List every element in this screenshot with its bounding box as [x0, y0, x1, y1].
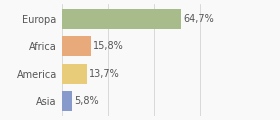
Text: 15,8%: 15,8%: [93, 41, 124, 51]
Bar: [62, 36, 91, 56]
Text: 64,7%: 64,7%: [183, 14, 214, 24]
Bar: [62, 9, 181, 29]
Bar: [62, 64, 87, 84]
Text: 13,7%: 13,7%: [89, 69, 120, 79]
Bar: [62, 91, 72, 111]
Text: 5,8%: 5,8%: [74, 96, 99, 106]
